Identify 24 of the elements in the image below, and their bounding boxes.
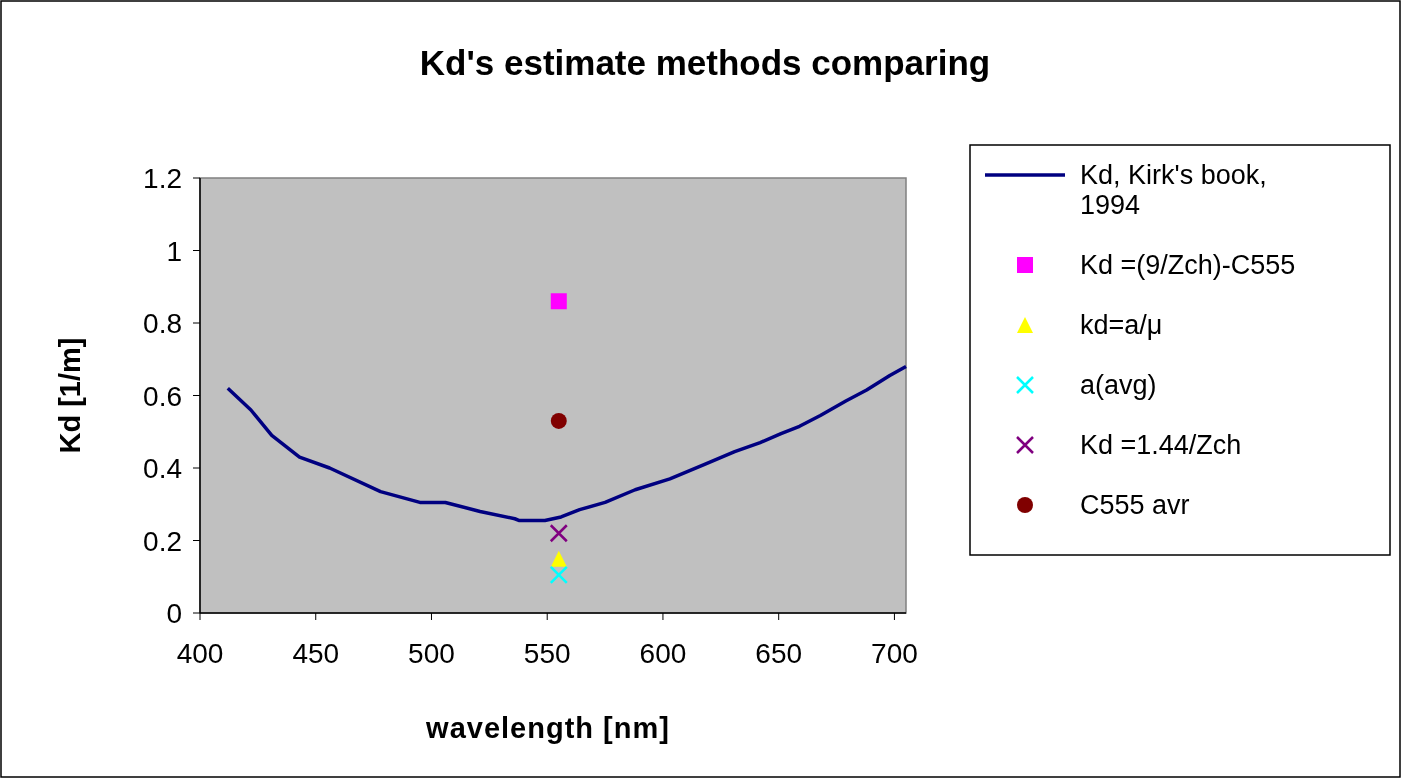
chart-title: Kd's estimate methods comparing: [419, 43, 991, 82]
legend-label: C555 avr: [1080, 490, 1190, 520]
x-tick-label: 500: [408, 638, 455, 669]
x-axis-title: wavelength [nm]: [425, 712, 670, 744]
legend-label: a(avg): [1080, 370, 1157, 400]
x-tick-label: 400: [176, 638, 224, 669]
y-tick-label: 0.8: [143, 308, 182, 339]
legend-label: Kd =(9/Zch)-C555: [1080, 250, 1296, 280]
y-tick-label: 1.2: [143, 163, 182, 194]
x-tick-label: 550: [523, 638, 571, 669]
legend-label: Kd =1.44/Zch: [1080, 430, 1242, 460]
x-tick-label: 700: [871, 638, 918, 669]
legend-label: Kd, Kirk's book, 1994: [1080, 160, 1267, 220]
x-tick-label: 650: [755, 638, 803, 669]
y-axis-title: Kd [1/m]: [54, 337, 86, 454]
legend-label: kd=a/μ: [1080, 310, 1163, 340]
y-tick-label: 0.6: [143, 380, 182, 412]
x-tick-label: 600: [639, 638, 687, 669]
y-tick-label: 0: [166, 598, 182, 629]
line-series: [226, 364, 908, 523]
x-tick-label: 450: [292, 638, 340, 669]
y-tick-label: 0.4: [143, 453, 182, 484]
y-tick-label: 1: [166, 235, 182, 267]
y-tick-label: 0.2: [143, 525, 182, 557]
